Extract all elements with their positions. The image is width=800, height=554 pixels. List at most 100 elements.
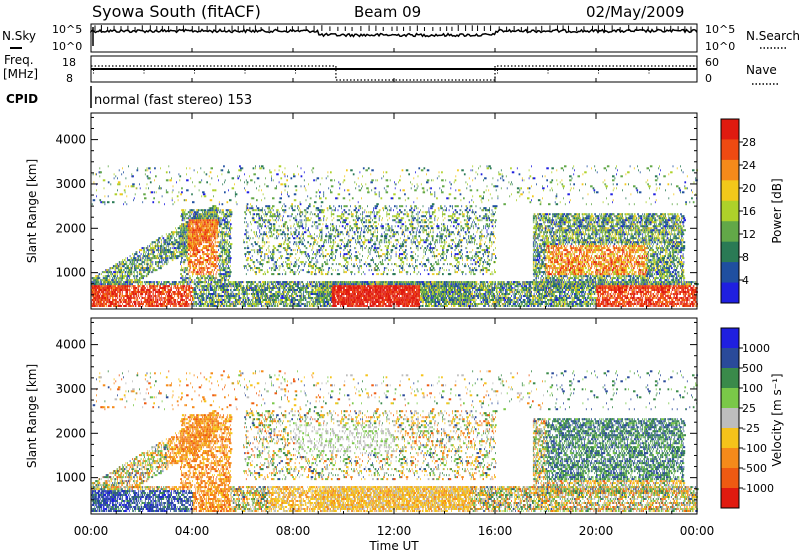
power-cell xyxy=(103,303,104,305)
power-cell xyxy=(140,283,142,285)
power-cell xyxy=(147,265,148,267)
power-cell xyxy=(130,297,131,299)
nsky-frame xyxy=(91,24,697,52)
power-cell xyxy=(144,197,147,199)
power-cell xyxy=(115,291,116,293)
nsky-strip: N.Sky 10^5 10^0 10^5 10^0 N.Search xyxy=(2,23,800,53)
power-cell xyxy=(143,297,145,299)
power-cell xyxy=(115,279,116,281)
power-cell xyxy=(129,287,130,289)
power-cell xyxy=(119,261,120,263)
power-cell xyxy=(136,287,137,289)
power-cell xyxy=(99,275,100,277)
power-cell xyxy=(134,261,135,263)
power-cell xyxy=(93,279,94,281)
power-cell xyxy=(106,287,107,289)
power-cell xyxy=(96,289,97,291)
power-cell xyxy=(142,277,143,279)
power-cell xyxy=(148,281,149,283)
power-cell xyxy=(116,289,117,291)
power-cell xyxy=(149,289,150,291)
power-cell xyxy=(142,287,143,289)
power-cell xyxy=(105,195,106,197)
power-cell xyxy=(111,279,112,281)
power-cell xyxy=(106,291,107,293)
power-cell xyxy=(137,299,138,301)
power-cell xyxy=(122,279,123,281)
nsearch-label: N.Search xyxy=(746,29,800,43)
power-cell xyxy=(144,251,145,253)
power-cell xyxy=(127,285,128,287)
power-cell xyxy=(137,251,138,253)
power-cell xyxy=(94,281,95,283)
power-cell xyxy=(121,301,123,303)
power-cell xyxy=(127,301,128,303)
power-cell xyxy=(99,291,100,293)
power-cell xyxy=(104,277,105,279)
power-cell xyxy=(132,303,133,305)
power-cell xyxy=(126,299,127,301)
cpid-text: normal (fast stereo) 153 xyxy=(94,93,252,108)
power-cell xyxy=(115,287,116,289)
power-cell xyxy=(142,259,143,261)
power-cell xyxy=(140,305,141,307)
power-cell xyxy=(115,281,116,283)
power-cell xyxy=(108,271,109,273)
power-cell xyxy=(141,273,142,275)
power-cell xyxy=(147,261,148,263)
power-cell xyxy=(134,279,135,281)
power-cell xyxy=(135,303,136,305)
power-cell xyxy=(138,293,139,295)
power-cell xyxy=(135,305,136,307)
power-cell xyxy=(142,255,143,257)
power-cell xyxy=(99,281,100,283)
power-cell xyxy=(137,281,138,283)
power-cell xyxy=(116,299,117,301)
power-cell xyxy=(149,305,151,307)
power-cell xyxy=(105,289,106,291)
power-cell xyxy=(137,275,138,277)
power-cell xyxy=(115,295,116,297)
power-cell xyxy=(128,269,129,271)
power-cell xyxy=(139,251,140,253)
power-cell xyxy=(131,273,132,275)
power-cell xyxy=(150,289,151,291)
power-cell xyxy=(147,287,148,289)
power-cell xyxy=(93,301,94,303)
power-cell xyxy=(99,273,100,275)
power-cell xyxy=(133,301,134,303)
power-cell xyxy=(141,299,142,301)
power-cell xyxy=(149,267,151,269)
power-cell xyxy=(126,261,127,263)
power-cell xyxy=(140,259,142,261)
power-cell xyxy=(103,179,106,181)
power-cell xyxy=(125,201,126,203)
power-cell xyxy=(105,293,106,295)
power-cell xyxy=(144,247,145,249)
power-cell xyxy=(131,269,132,271)
power-cell xyxy=(135,279,137,281)
nave-tick-bottom: 0 xyxy=(705,72,712,85)
power-cell xyxy=(136,253,137,255)
power-cell xyxy=(145,281,146,283)
power-cell xyxy=(121,263,122,265)
power-cell xyxy=(139,259,140,261)
power-cell xyxy=(147,303,149,305)
power-cell xyxy=(134,263,135,265)
power-cell xyxy=(131,279,132,281)
power-cell xyxy=(113,267,114,269)
power-cell xyxy=(110,301,111,303)
power-cell xyxy=(145,271,146,273)
power-cell xyxy=(121,265,122,267)
power-cell xyxy=(130,279,131,281)
power-cell xyxy=(136,263,137,265)
power-cell xyxy=(136,305,137,307)
power-cell xyxy=(99,285,100,287)
nsky-label: N.Sky xyxy=(2,29,36,43)
power-cell xyxy=(113,291,114,293)
power-cell xyxy=(147,257,148,259)
power-cell xyxy=(150,291,151,293)
power-cell xyxy=(132,283,133,285)
power-cell xyxy=(143,277,144,279)
power-cell xyxy=(140,263,141,265)
